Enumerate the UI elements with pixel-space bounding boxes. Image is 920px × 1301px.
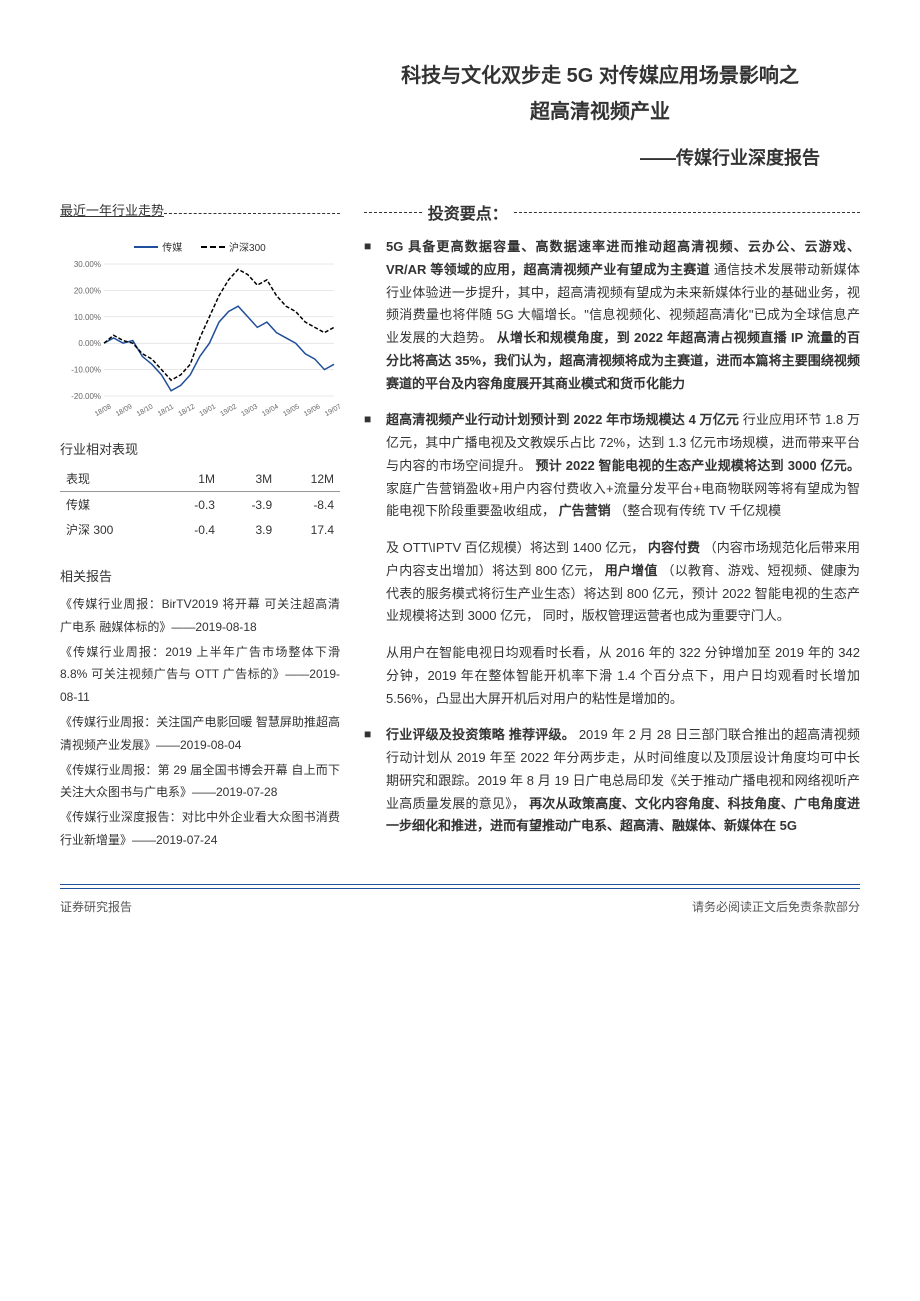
trend-chart: 传媒 沪深300 -20.00% -10.00% 0.00% 10.00% 20.00%… — [60, 239, 340, 421]
bullet-3-lead: 行业评级及投资策略 推荐评级。 — [386, 727, 575, 742]
bullet-2-bold-1: 预计 2022 智能电视的生态产业规模将达到 3000 亿元。 — [535, 458, 860, 473]
dash-line — [514, 212, 860, 213]
paragraph-2: 从用户在智能电视日均观看时长看，从 2016 年的 322 分钟增加至 2019… — [364, 642, 860, 710]
report-item: 《传媒行业周报：BirTV2019 将开幕 可关注超高清 广电系 融媒体标的》—… — [60, 593, 340, 639]
svg-text:19/01: 19/01 — [198, 403, 217, 418]
report-item: 《传媒行业深度报告：对比中外企业看大众图书消费行业新增量》——2019-07-2… — [60, 806, 340, 852]
legend-item-media: 传媒 — [134, 239, 182, 254]
legend-label-csi300: 沪深300 — [229, 239, 266, 254]
bullet-2-lead: 超高清视频产业行动计划预计到 2022 年市场规模达 4 万亿元 — [386, 412, 739, 427]
report-item: 《传媒行业周报：第 29 届全国书博会开幕 自上而下关注大众图书与广电系》——2… — [60, 759, 340, 805]
report-item: 《传媒行业周报：关注国产电影回暖 智慧屏助推超高清视频产业发展》——2019-0… — [60, 711, 340, 757]
svg-text:0.00%: 0.00% — [78, 339, 101, 348]
table-row: 沪深 300-0.43.917.4 — [60, 517, 340, 542]
trend-heading: 最近一年行业走势 — [60, 200, 164, 219]
title-line-2: 超高清视频产业 — [340, 96, 860, 128]
perf-cell: -0.3 — [164, 492, 221, 518]
bullet-2: 超高清视频产业行动计划预计到 2022 年市场规模达 4 万亿元 行业应用环节 … — [364, 409, 860, 523]
para1-bold1: 内容付费 — [648, 540, 700, 555]
report-subtitle: ——传媒行业深度报告 — [340, 144, 820, 170]
footer-left: 证券研究报告 — [60, 898, 132, 915]
bullet-2-bold-2: 广告营销 — [559, 503, 611, 518]
investment-points-heading: 投资要点： — [422, 200, 514, 224]
svg-text:19/04: 19/04 — [261, 403, 280, 418]
legend-item-csi300: 沪深300 — [201, 239, 266, 254]
dash-line — [164, 213, 340, 214]
perf-col-header: 12M — [278, 466, 340, 492]
paragraph-1: 及 OTT\IPTV 百亿规模）将达到 1400 亿元， 内容付费 （内容市场规… — [364, 537, 860, 628]
bullet-3: 行业评级及投资策略 推荐评级。 2019 年 2 月 28 日三部门联合推出的超… — [364, 724, 860, 838]
perf-col-header: 表现 — [60, 466, 164, 492]
sidebar: 最近一年行业走势 传媒 沪深300 -20.00%-10.00%0. — [60, 200, 340, 854]
perf-cell: 传媒 — [60, 492, 164, 518]
perf-cell: 沪深 300 — [60, 517, 164, 542]
perf-cell: 17.4 — [278, 517, 340, 542]
svg-text:10.00%: 10.00% — [74, 313, 101, 322]
svg-text:19/06: 19/06 — [303, 403, 322, 418]
perf-col-header: 1M — [164, 466, 221, 492]
svg-text:20.00%: 20.00% — [74, 286, 101, 295]
dash-line — [364, 212, 422, 213]
svg-text:18/12: 18/12 — [178, 403, 197, 418]
svg-text:-10.00%: -10.00% — [71, 366, 101, 375]
footer-right: 请务必阅读正文后免责条款部分 — [692, 898, 860, 915]
perf-col-header: 3M — [221, 466, 278, 492]
bullet-2-body-3: （整合现有传统 TV 千亿规模 — [614, 503, 781, 518]
svg-text:18/09: 18/09 — [115, 403, 134, 418]
table-row: 传媒-0.3-3.9-8.4 — [60, 492, 340, 518]
performance-table: 表现1M3M12M 传媒-0.3-3.9-8.4沪深 300-0.43.917.… — [60, 466, 340, 542]
reports-heading: 相关报告 — [60, 566, 340, 585]
perf-cell: -0.4 — [164, 517, 221, 542]
title-line-1: 科技与文化双步走 5G 对传媒应用场景影响之 — [340, 60, 860, 92]
svg-text:18/11: 18/11 — [157, 403, 175, 418]
page-footer: 证券研究报告 请务必阅读正文后免责条款部分 — [60, 884, 860, 915]
perf-heading: 行业相对表现 — [60, 439, 340, 458]
perf-cell: -3.9 — [221, 492, 278, 518]
legend-label-media: 传媒 — [162, 239, 182, 254]
svg-text:18/08: 18/08 — [94, 403, 113, 418]
svg-text:-20.00%: -20.00% — [71, 392, 101, 401]
perf-cell: -8.4 — [278, 492, 340, 518]
bullet-1: 5G 具备更高数据容量、高数据速率进而推动超高清视频、云办公、云游戏、VR/AR… — [364, 236, 860, 395]
svg-text:19/05: 19/05 — [282, 403, 301, 418]
main-content: 投资要点： 5G 具备更高数据容量、高数据速率进而推动超高清视频、云办公、云游戏… — [364, 200, 860, 854]
chart-legend: 传媒 沪深300 — [60, 239, 340, 254]
related-reports: 《传媒行业周报：BirTV2019 将开幕 可关注超高清 广电系 融媒体标的》—… — [60, 593, 340, 852]
para1-a: 及 OTT\IPTV 百亿规模）将达到 1400 亿元， — [386, 540, 644, 555]
svg-text:19/07: 19/07 — [324, 403, 340, 418]
svg-text:19/02: 19/02 — [219, 403, 238, 418]
para1-bold2: 用户增值 — [605, 563, 658, 578]
perf-cell: 3.9 — [221, 517, 278, 542]
trend-chart-svg: -20.00% -10.00% 0.00% 10.00% 20.00% 30.00% 18… — [60, 258, 340, 418]
report-item: 《传媒行业周报：2019 上半年广告市场整体下滑 8.8% 可关注视频广告与 O… — [60, 641, 340, 709]
svg-text:18/10: 18/10 — [136, 403, 155, 418]
svg-text:19/03: 19/03 — [240, 403, 259, 418]
report-header: 科技与文化双步走 5G 对传媒应用场景影响之 超高清视频产业 ——传媒行业深度报… — [60, 60, 860, 170]
svg-text:30.00%: 30.00% — [74, 260, 101, 269]
